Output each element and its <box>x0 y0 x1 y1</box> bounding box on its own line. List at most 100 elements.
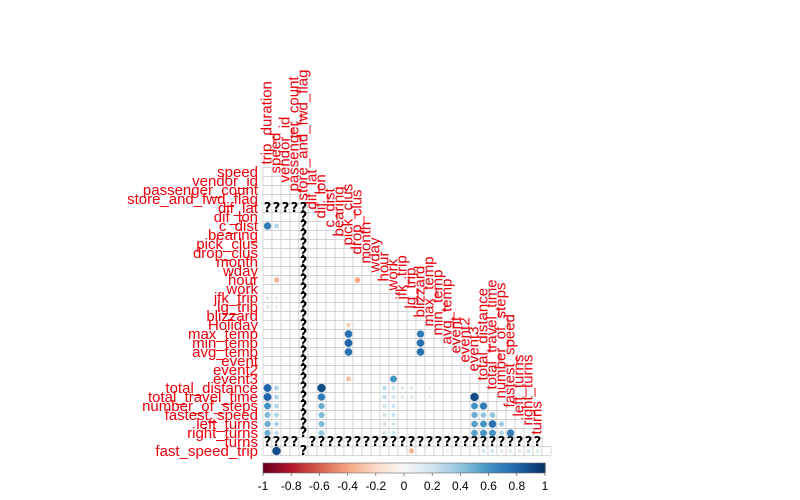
grid-cell <box>316 248 327 258</box>
grid-cell <box>352 383 363 393</box>
colorbar-segment <box>521 463 525 473</box>
grid-cell <box>307 410 318 420</box>
grid-cell <box>352 284 363 294</box>
colorbar-segment <box>413 463 417 473</box>
correlation-circle <box>274 430 279 436</box>
colorbar-tick-label: 1 <box>542 479 549 493</box>
colorbar-segment <box>540 463 544 473</box>
grid-cell <box>280 374 291 384</box>
grid-cell <box>478 392 489 402</box>
colorbar-segment <box>340 463 344 473</box>
missing-value-marker: ? <box>300 282 308 297</box>
grid-cell <box>406 365 417 375</box>
colorbar-segment <box>514 463 518 473</box>
correlation-circle <box>471 402 478 410</box>
grid-cell <box>388 302 399 312</box>
column-label: wday <box>367 237 384 274</box>
grid-cell <box>316 365 327 375</box>
missing-value-marker: ? <box>300 372 308 387</box>
colorbar-tick-label: -1 <box>258 479 269 493</box>
grid-cell <box>415 383 426 393</box>
colorbar-segment <box>307 463 311 473</box>
grid-cell <box>361 347 372 357</box>
correlation-circle <box>272 446 281 456</box>
colorbar-segment <box>429 463 433 473</box>
colorbar-segment <box>467 463 471 473</box>
missing-value-marker: ? <box>417 435 425 450</box>
missing-value-marker: ? <box>300 228 308 243</box>
grid-cell <box>325 356 336 366</box>
grid-cell <box>262 329 273 339</box>
colorbar-segment <box>314 463 318 473</box>
colorbar-segment <box>295 463 299 473</box>
missing-value-marker: ? <box>300 264 308 279</box>
missing-value-marker: ? <box>480 435 488 450</box>
grid-cell <box>262 347 273 357</box>
grid-cell <box>289 410 300 420</box>
grid-cell <box>370 329 381 339</box>
grid-cell <box>406 338 417 348</box>
grid-cell <box>271 338 282 348</box>
colorbar-segment <box>420 463 424 473</box>
grid-cell <box>271 248 282 258</box>
grid-cell <box>451 401 462 411</box>
grid-cell <box>334 419 345 429</box>
colorbar-segment <box>359 463 363 473</box>
grid-cell <box>280 347 291 357</box>
missing-value-marker: ? <box>300 210 308 225</box>
grid-cell <box>289 311 300 321</box>
grid-cell <box>316 311 327 321</box>
missing-value-marker: ? <box>471 435 479 450</box>
row-label: blizzard <box>206 308 258 325</box>
missing-value-marker: ? <box>345 435 353 450</box>
grid-cell <box>379 356 390 366</box>
grid-cell <box>316 320 327 330</box>
grid-cell <box>325 239 336 249</box>
colorbar-segment <box>371 463 375 473</box>
grid-cell <box>280 275 291 285</box>
correlation-circle <box>427 395 432 399</box>
grid-cell <box>280 392 291 402</box>
grid-cell <box>442 401 453 411</box>
correlation-circle <box>506 429 515 437</box>
missing-value-marker: ? <box>291 201 299 216</box>
column-label: jfk_trip <box>394 255 411 300</box>
colorbar-segment <box>389 463 393 473</box>
grid-cell <box>280 356 291 366</box>
grid-cell <box>442 365 453 375</box>
missing-value-marker: ? <box>516 435 524 450</box>
grid-cell <box>325 329 336 339</box>
correlation-circle <box>382 385 387 391</box>
correlation-circle <box>408 448 415 454</box>
grid-cell <box>316 230 327 240</box>
colorbar-segment <box>373 463 377 473</box>
missing-value-marker: ? <box>327 435 335 450</box>
column-label: c_dist <box>322 187 339 227</box>
grid-cell <box>541 446 552 456</box>
grid-cell <box>262 185 273 195</box>
grid-cell <box>451 365 462 375</box>
colorbar-segment <box>387 463 391 473</box>
colorbar-segment <box>488 463 492 473</box>
grid-cell <box>379 347 390 357</box>
row-label: event3 <box>213 371 258 388</box>
column-label: min_temp <box>430 270 447 336</box>
colorbar-segment <box>432 463 436 473</box>
colorbar-segment <box>392 463 396 473</box>
grid-cell <box>370 311 381 321</box>
column-label: pick_clus <box>340 184 357 246</box>
grid-cell <box>406 320 417 330</box>
grid-cell <box>370 365 381 375</box>
grid-cell <box>433 383 444 393</box>
row-label: turns <box>225 434 258 451</box>
grid-cell <box>307 239 318 249</box>
row-label: right_turns <box>187 425 258 442</box>
colorbar-segment <box>448 463 452 473</box>
grid-cell <box>262 248 273 258</box>
grid-cell <box>280 320 291 330</box>
grid-cell <box>334 275 345 285</box>
grid-cell <box>280 302 291 312</box>
missing-value-marker: ? <box>381 435 389 450</box>
grid-cell <box>316 257 327 267</box>
